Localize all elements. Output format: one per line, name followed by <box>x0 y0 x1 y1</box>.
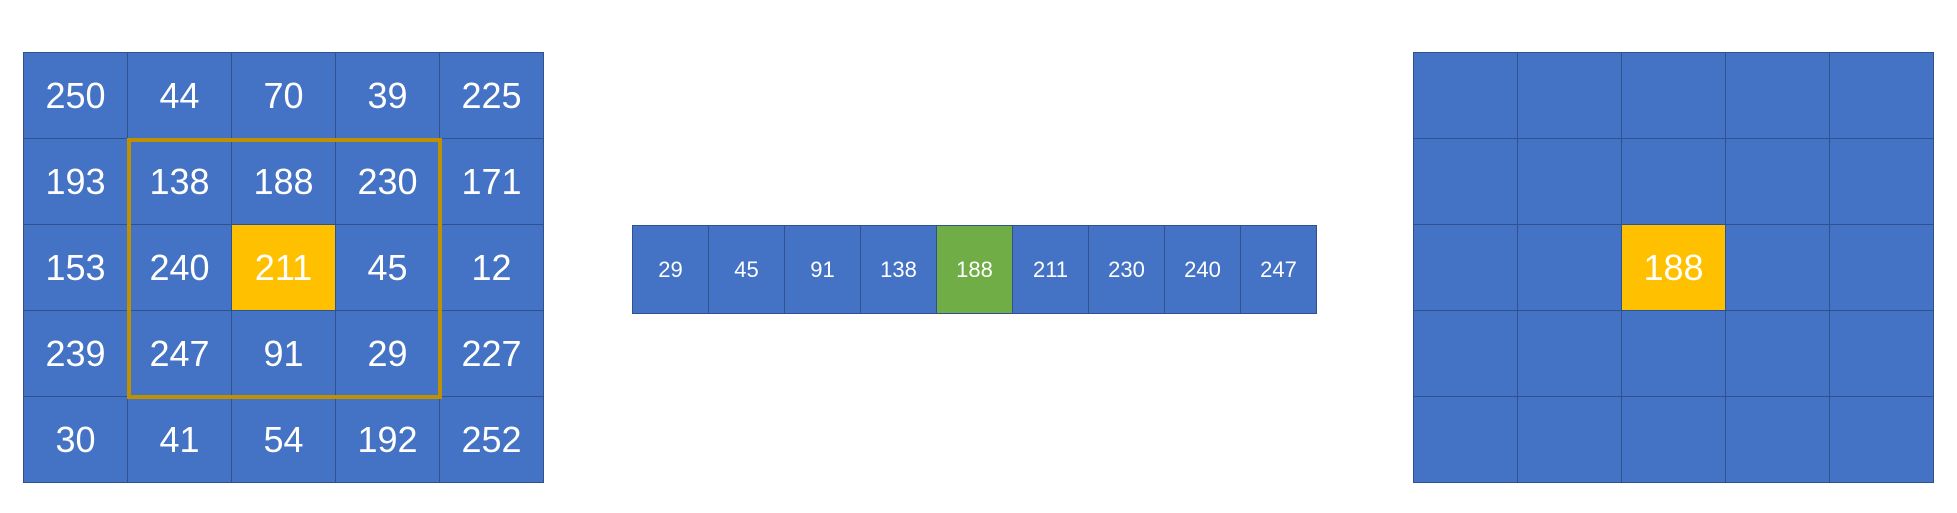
input-cell-r4-c4: 252 <box>440 397 544 483</box>
input-cell-r4-c3: 192 <box>336 397 440 483</box>
output-cell-r3-c2 <box>1622 311 1726 397</box>
input-cell-r3-c4: 227 <box>440 311 544 397</box>
input-cell-r4-c0: 30 <box>24 397 128 483</box>
output-cell-r3-c1 <box>1518 311 1622 397</box>
output-cell-r0-c1 <box>1518 53 1622 139</box>
output-cell-r2-c0 <box>1414 225 1518 311</box>
input-cell-r2-c4: 12 <box>440 225 544 311</box>
output-cell-r3-c0 <box>1414 311 1518 397</box>
sorted-value-cell: 247 <box>1241 226 1317 314</box>
output-cell-r4-c2 <box>1622 397 1726 483</box>
output-cell-r1-c0 <box>1414 139 1518 225</box>
output-cell-r4-c3 <box>1726 397 1830 483</box>
sorted-value-cell: 138 <box>861 226 937 314</box>
input-cell-r0-c0: 250 <box>24 53 128 139</box>
output-cell-r3-c4 <box>1830 311 1934 397</box>
input-cell-r3-c2: 91 <box>232 311 336 397</box>
output-cell-r3-c3 <box>1726 311 1830 397</box>
output-cell-r1-c3 <box>1726 139 1830 225</box>
output-cell-r1-c2 <box>1622 139 1726 225</box>
output-cell-r0-c0 <box>1414 53 1518 139</box>
sorted-value-cell: 91 <box>785 226 861 314</box>
input-cell-r1-c2: 188 <box>232 139 336 225</box>
output-cell-r4-c1 <box>1518 397 1622 483</box>
median-value-cell: 188 <box>937 226 1013 314</box>
output-cell-r2-c1 <box>1518 225 1622 311</box>
output-pixel-grid: 188 <box>1413 52 1934 483</box>
output-cell-r4-c4 <box>1830 397 1934 483</box>
sorted-value-cell: 230 <box>1089 226 1165 314</box>
input-cell-r3-c0: 239 <box>24 311 128 397</box>
input-cell-r2-c1: 240 <box>128 225 232 311</box>
input-cell-r1-c4: 171 <box>440 139 544 225</box>
input-cell-r0-c2: 70 <box>232 53 336 139</box>
output-cell-r2-c4 <box>1830 225 1934 311</box>
sorted-value-cell: 240 <box>1165 226 1241 314</box>
sorted-value-cell: 45 <box>709 226 785 314</box>
input-cell-r4-c1: 41 <box>128 397 232 483</box>
input-cell-r2-c3: 45 <box>336 225 440 311</box>
output-cell-r2-c3 <box>1726 225 1830 311</box>
input-cell-r0-c3: 39 <box>336 53 440 139</box>
sorted-neighborhood-strip: 29 45 91 138 188 211 230 240 247 <box>632 225 1317 314</box>
output-cell-r1-c1 <box>1518 139 1622 225</box>
input-cell-r1-c3: 230 <box>336 139 440 225</box>
output-cell-r0-c4 <box>1830 53 1934 139</box>
output-cell-r1-c4 <box>1830 139 1934 225</box>
input-cell-r1-c0: 193 <box>24 139 128 225</box>
output-cell-r0-c3 <box>1726 53 1830 139</box>
input-pixel-grid: 250 44 70 39 225 193 138 188 230 171 153 240 211 45 12… <box>23 52 544 483</box>
input-cell-r3-c3: 29 <box>336 311 440 397</box>
output-cell-r2-c2: 188 <box>1622 225 1726 311</box>
input-cell-r4-c2: 54 <box>232 397 336 483</box>
input-cell-r0-c1: 44 <box>128 53 232 139</box>
output-cell-r4-c0 <box>1414 397 1518 483</box>
input-cell-r1-c1: 138 <box>128 139 232 225</box>
sorted-value-cell: 211 <box>1013 226 1089 314</box>
input-cell-r2-c2: 211 <box>232 225 336 311</box>
sorted-value-cell: 29 <box>633 226 709 314</box>
input-cell-r2-c0: 153 <box>24 225 128 311</box>
output-cell-r0-c2 <box>1622 53 1726 139</box>
input-cell-r0-c4: 225 <box>440 53 544 139</box>
input-cell-r3-c1: 247 <box>128 311 232 397</box>
